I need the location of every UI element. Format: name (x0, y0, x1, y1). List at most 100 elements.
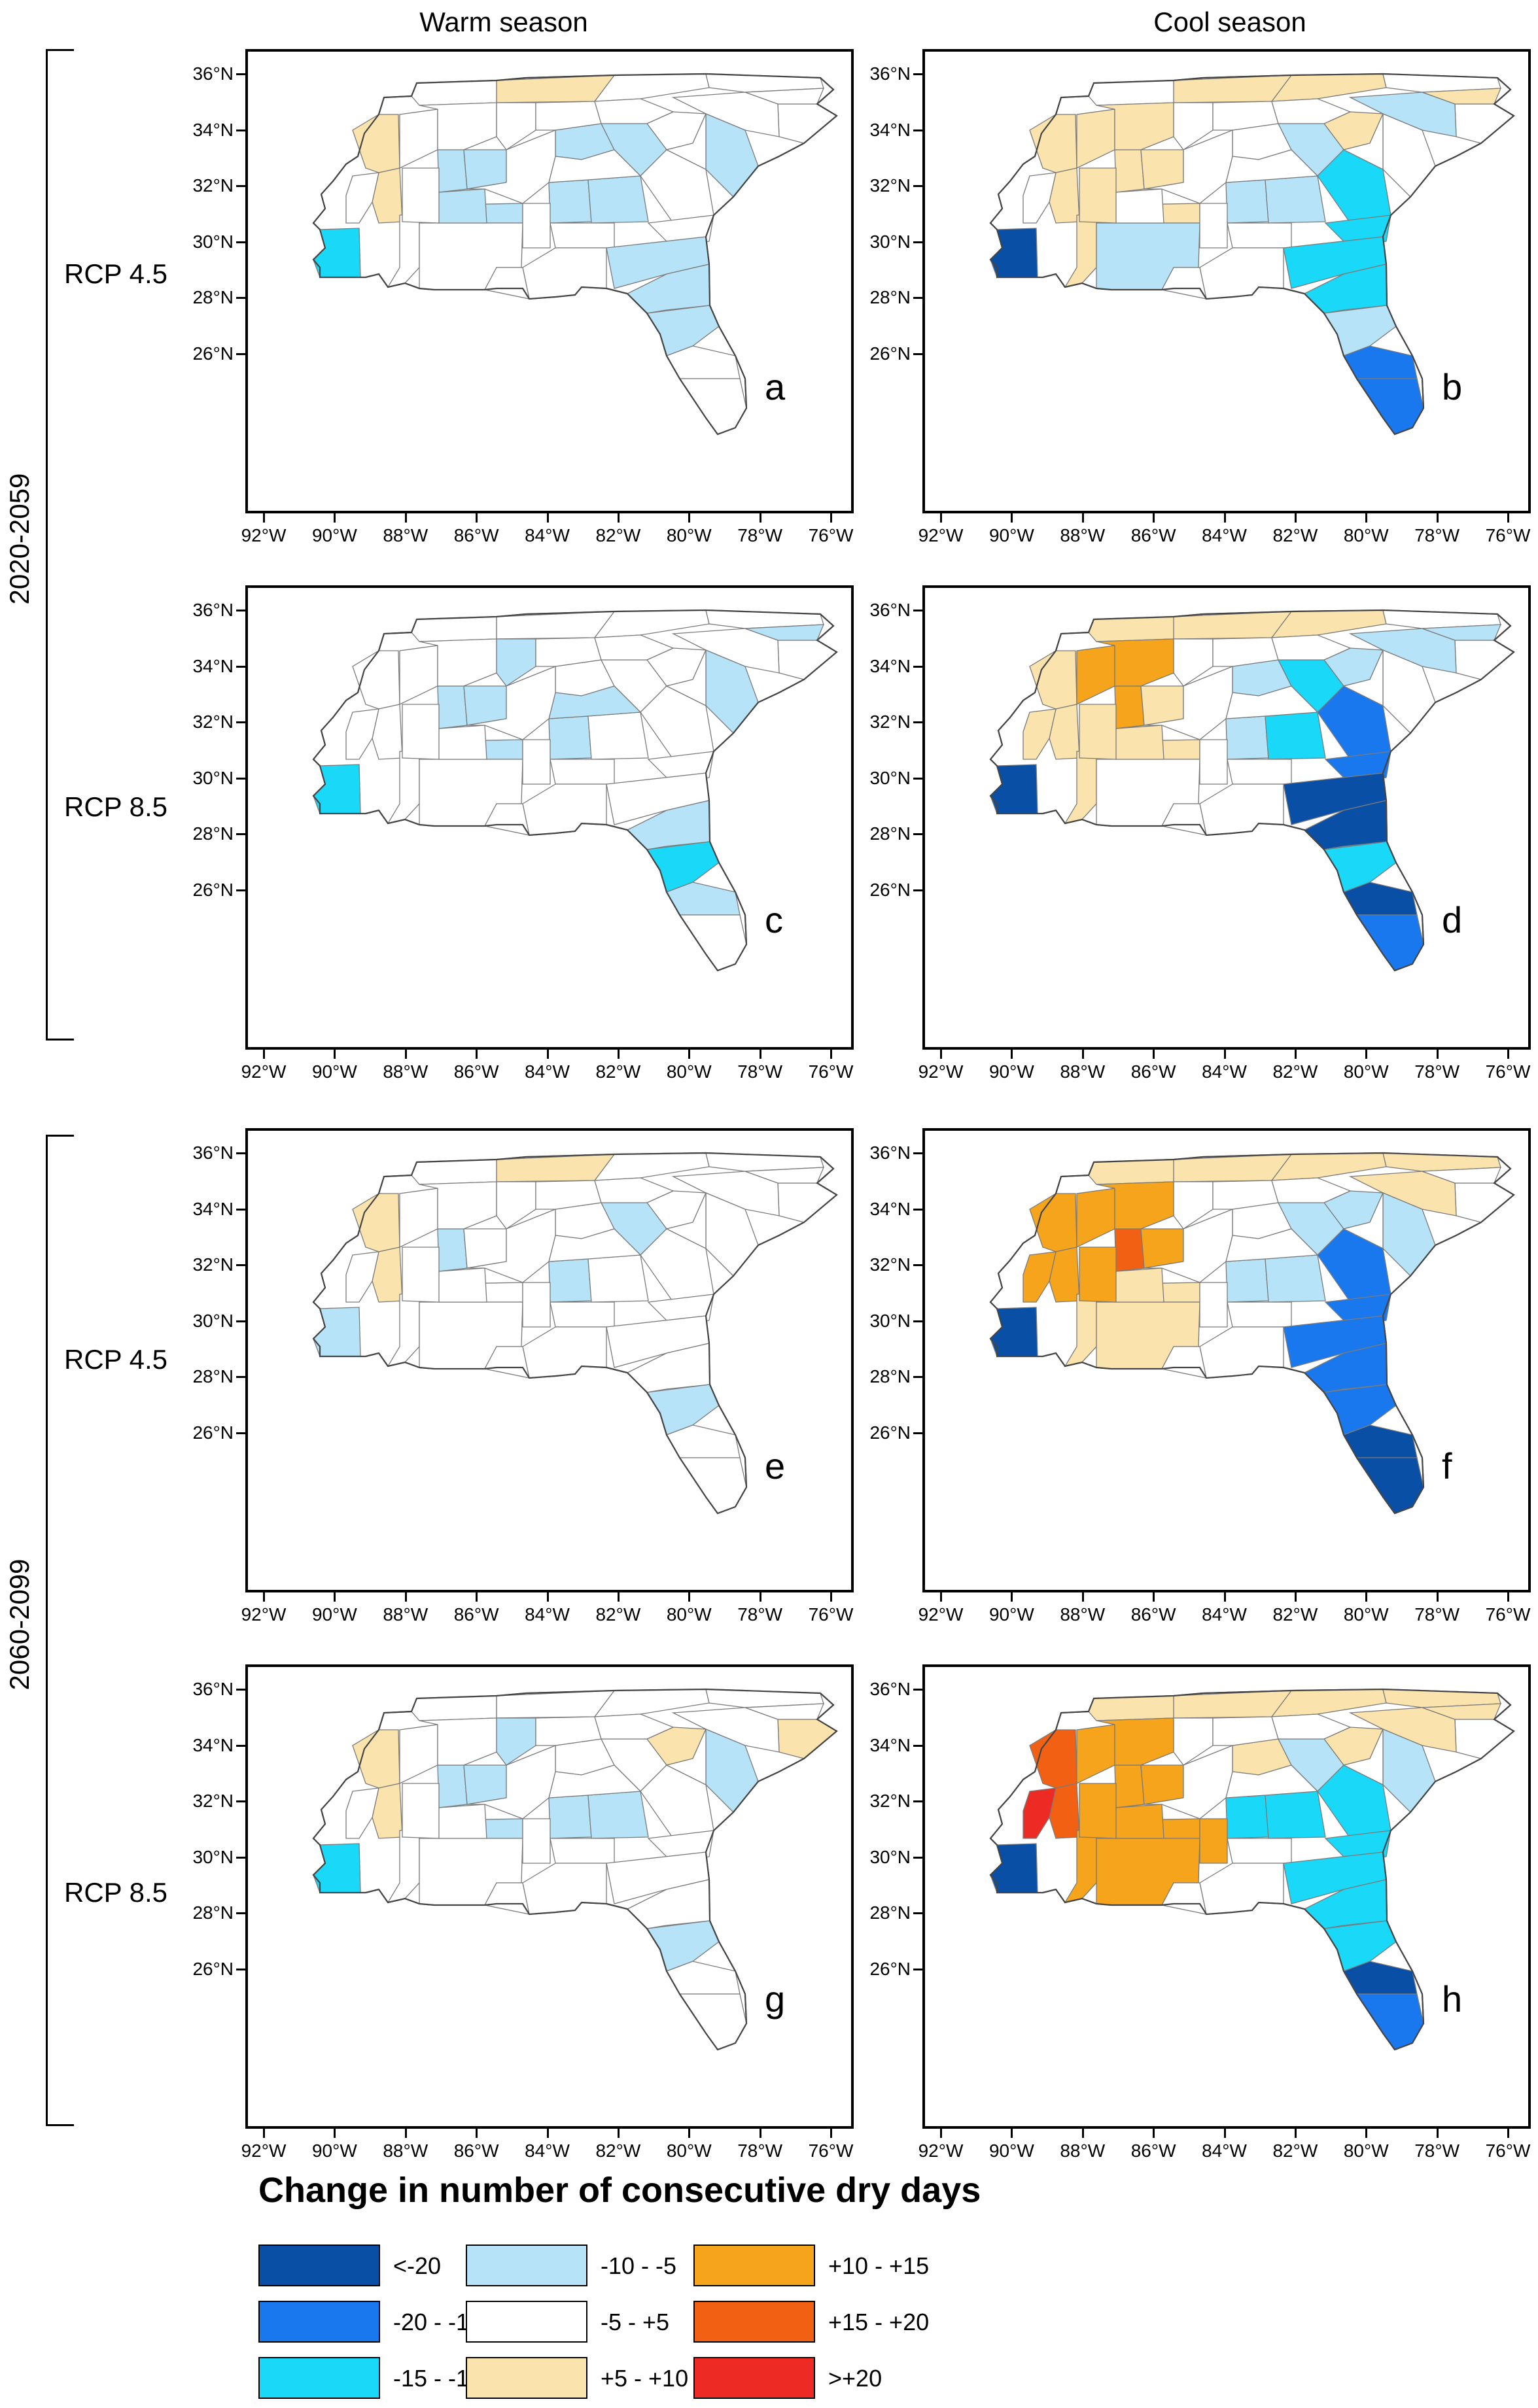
period-bracket-2 (46, 1135, 74, 2126)
lon-tick (940, 513, 942, 523)
climate-division-gaSE (640, 1764, 714, 1839)
lat-tick (913, 1800, 922, 1803)
lon-tick-label: 90°W (988, 1061, 1034, 1082)
lon-tick (1081, 2129, 1084, 2138)
climate-division-scNW (1271, 1713, 1352, 1740)
climate-division-flPan2 (484, 803, 530, 836)
climate-division-gaSW (1265, 1254, 1326, 1303)
lat-tick (236, 1376, 245, 1379)
lat-tick (236, 1432, 245, 1434)
climate-division-tnSW (419, 1181, 497, 1230)
climate-division-alN (437, 1228, 468, 1272)
lon-tick (759, 513, 761, 523)
lon-tick (476, 2129, 478, 2138)
lon-tick-label: 90°W (311, 1604, 357, 1625)
lat-tick-label: 34°N (869, 1734, 911, 1755)
panel-letter: g (765, 1978, 786, 2020)
climate-division-gaSE (640, 1228, 714, 1303)
climate-division-alNE (466, 1745, 556, 1819)
lat-tick-label: 32°N (869, 712, 911, 732)
lon-tick-label: 92°W (918, 1604, 964, 1625)
lon-tick (617, 1592, 620, 1602)
climate-division-scNW (594, 1177, 674, 1203)
lat-tick (913, 610, 922, 611)
lat-tick (236, 1800, 245, 1803)
lon-tick-label: 92°W (241, 1061, 287, 1082)
panel-letter: f (1442, 1445, 1452, 1487)
climate-division-msE (1114, 1804, 1164, 1839)
climate-division-flPan2 (484, 1346, 530, 1379)
lon-tick-label: 90°W (311, 2141, 357, 2161)
lat-tick-label: 34°N (192, 119, 234, 140)
lon-tick (1294, 1050, 1297, 1059)
climate-division-gaSW (587, 712, 649, 760)
lon-tick-label: 92°W (918, 525, 964, 545)
climate-division-scNW (1271, 98, 1352, 124)
climate-division-gaSE (640, 685, 714, 760)
lon-tick-label: 88°W (383, 2141, 428, 2161)
climate-division-alNE (1144, 1745, 1233, 1819)
lon-tick-label: 84°W (525, 1604, 570, 1625)
climate-division-msE (1114, 188, 1164, 224)
lon-tick-label: 82°W (1272, 525, 1318, 545)
lon-tick (617, 513, 620, 523)
lon-tick-label: 80°W (1343, 525, 1389, 545)
climate-division-gaSE (1317, 149, 1391, 224)
climate-division-scNW (594, 634, 674, 661)
climate-division-alE (522, 1282, 551, 1328)
lon-tick (334, 2129, 336, 2138)
climate-division-tnW (1088, 80, 1174, 106)
region-map (312, 609, 838, 972)
lon-tick-label: 90°W (988, 2141, 1034, 2161)
climate-division-msC (402, 1247, 440, 1303)
climate-division-gaS (1227, 759, 1292, 785)
lon-tick-label: 78°W (1414, 1061, 1460, 1082)
lon-tick-label: 84°W (1202, 1604, 1247, 1625)
lon-tick-label: 76°W (808, 2141, 854, 2161)
coastline (312, 1152, 838, 1515)
lon-tick-label: 86°W (1130, 2141, 1176, 2161)
climate-division-tnSW (1096, 1717, 1174, 1766)
lon-tick (688, 2129, 691, 2138)
climate-division-gaS (550, 1301, 615, 1328)
lat-tick (236, 1744, 245, 1747)
lon-tick (1507, 2129, 1509, 2138)
lat-tick (236, 1856, 245, 1859)
region-map (989, 1152, 1515, 1515)
coastline (312, 609, 838, 972)
coastline (312, 73, 838, 436)
region-map (989, 609, 1515, 972)
lon-tick (617, 1050, 620, 1059)
climate-division-alNE (1144, 129, 1233, 204)
climate-division-alE (522, 1818, 551, 1864)
lat-tick (913, 1320, 922, 1322)
lon-tick (476, 513, 478, 523)
climate-division-gaS (1227, 1301, 1292, 1328)
lat-tick (236, 833, 245, 836)
climate-division-msE (437, 1267, 487, 1303)
legend-swatch (258, 2301, 380, 2343)
climate-division-tnW (411, 1159, 497, 1185)
lat-tick-label: 36°N (192, 63, 234, 84)
lat-tick (236, 1320, 245, 1322)
lat-tick-label: 32°N (869, 175, 911, 196)
scenario-label-1: RCP 4.5 (64, 258, 167, 289)
lon-tick-label: 84°W (1202, 2141, 1247, 2161)
lat-tick (236, 297, 245, 300)
lat-tick-label: 30°N (192, 1846, 234, 1867)
map-panel-d: d (922, 585, 1531, 1050)
lat-tick (913, 1152, 922, 1154)
lat-tick-label: 36°N (869, 1143, 911, 1163)
lat-tick (236, 353, 245, 355)
climate-division-gaSW (587, 1254, 649, 1303)
lon-tick (940, 2129, 942, 2138)
climate-division-gaSW (587, 175, 649, 224)
climate-division-alN (1114, 1228, 1145, 1272)
lon-tick (334, 513, 336, 523)
climate-division-msC (1079, 1783, 1117, 1839)
climate-division-scS (665, 1192, 707, 1250)
legend-label: +10 - +15 (828, 2252, 930, 2279)
lat-tick-label: 32°N (869, 1791, 911, 1812)
lon-tick (1436, 1050, 1439, 1059)
lon-tick-label: 82°W (595, 525, 641, 545)
